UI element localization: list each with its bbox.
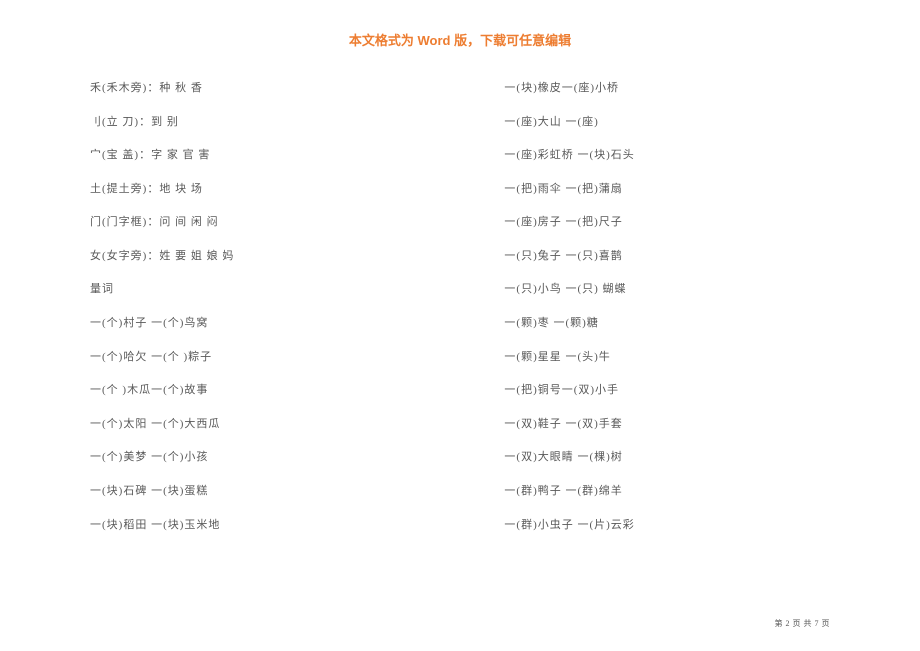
text-line: 一(群)小虫子 一(片)云彩 (504, 518, 830, 533)
text-line: 一(群)鸭子 一(群)绵羊 (504, 484, 830, 499)
text-line: 一(只)小鸟 一(只) 蝴蝶 (504, 282, 830, 297)
right-column: 一(块)橡皮一(座)小桥一(座)大山 一(座) 一(座)彩虹桥 一(块)石头一(把… (504, 81, 830, 551)
text-line: 宀(宝 盖)：字 家 官 害 (90, 148, 445, 163)
text-line: 一(个)村子 一(个)鸟窝 (90, 316, 445, 331)
content-columns: 禾(禾木旁)：种 秋 香刂(立 刀)：到 别宀(宝 盖)：字 家 官 害土(提土… (90, 81, 830, 551)
text-line: 一(个 )木瓜一(个)故事 (90, 383, 445, 398)
text-line: 一(只)兔子 一(只)喜鹊 (504, 249, 830, 264)
page-header: 本文格式为 Word 版，下载可任意编辑 (90, 30, 830, 49)
text-line: 一(个)哈欠 一(个 )粽子 (90, 350, 445, 365)
text-line: 一(个)太阳 一(个)大西瓜 (90, 417, 445, 432)
text-line: 一(块)稻田 一(块)玉米地 (90, 518, 445, 533)
text-line: 一(座)大山 一(座) (504, 115, 830, 130)
text-line: 一(把)雨伞 一(把)蒲扇 (504, 182, 830, 197)
left-column: 禾(禾木旁)：种 秋 香刂(立 刀)：到 别宀(宝 盖)：字 家 官 害土(提土… (90, 81, 445, 551)
text-line: 一(双)大眼睛 一(棵)树 (504, 450, 830, 465)
text-line: 一(座)彩虹桥 一(块)石头 (504, 148, 830, 163)
text-line: 土(提土旁)：地 块 场 (90, 182, 445, 197)
text-line: 一(块)橡皮一(座)小桥 (504, 81, 830, 96)
text-line: 一(把)铜号一(双)小手 (504, 383, 830, 398)
text-line: 刂(立 刀)：到 别 (90, 115, 445, 130)
text-line: 一(座)房子 一(把)尺子 (504, 215, 830, 230)
text-line: 一(个)美梦 一(个)小孩 (90, 450, 445, 465)
text-line: 一(颗)枣 一(颗)糖 (504, 316, 830, 331)
text-line: 一(颗)星星 一(头)牛 (504, 350, 830, 365)
text-line: 一(块)石碑 一(块)蛋糕 (90, 484, 445, 499)
text-line: 女(女字旁)：姓 要 姐 娘 妈 (90, 249, 445, 264)
page-footer: 第 2 页 共 7 页 (775, 618, 831, 629)
text-line: 一(双)鞋子 一(双)手套 (504, 417, 830, 432)
text-line: 量词 (90, 282, 445, 297)
text-line: 门(门字框)：问 间 闲 闷 (90, 215, 445, 230)
text-line: 禾(禾木旁)：种 秋 香 (90, 81, 445, 96)
